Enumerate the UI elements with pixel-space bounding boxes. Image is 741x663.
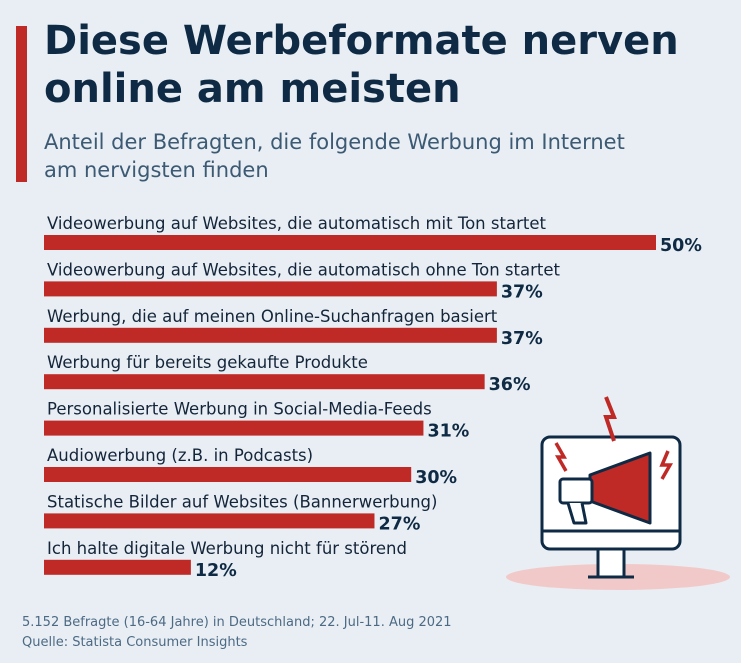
value-label: 27% [378, 514, 420, 534]
bar [44, 327, 497, 343]
category-label: Werbung für bereits gekaufte Produkte [47, 353, 368, 372]
category-label: Videowerbung auf Websites, die automatis… [47, 214, 546, 233]
bar [44, 281, 497, 297]
chart-title: Diese Werbeformate nerven online am meis… [44, 18, 679, 112]
bar [44, 513, 375, 529]
value-label: 30% [415, 468, 457, 488]
category-label: Personalisierte Werbung in Social-Media-… [47, 400, 432, 419]
category-label: Ich halte digitale Werbung nicht für stö… [47, 539, 407, 558]
category-label: Videowerbung auf Websites, die automatis… [47, 260, 561, 279]
bar [44, 467, 412, 482]
footer-note: 5.152 Befragte (16-64 Jahre) in Deutschl… [22, 615, 452, 630]
value-label: 31% [427, 422, 469, 442]
value-label: 12% [195, 561, 237, 581]
category-label: Statische Bilder auf Websites (Bannerwer… [47, 492, 437, 511]
bar [44, 374, 485, 390]
bar [44, 420, 424, 436]
bar [44, 559, 191, 575]
footer-source: Quelle: Statista Consumer Insights [22, 635, 248, 650]
category-label: Audiowerbung (z.B. in Podcasts) [47, 446, 313, 465]
value-label: 36% [489, 375, 531, 395]
accent-bar [16, 26, 27, 182]
bar [44, 235, 656, 250]
value-label: 37% [501, 282, 543, 302]
footer: 5.152 Befragte (16-64 Jahre) in Deutschl… [22, 613, 452, 653]
megaphone-monitor-icon [500, 395, 730, 595]
value-label: 50% [660, 236, 702, 256]
category-label: Werbung, die auf meinen Online-Suchanfra… [47, 307, 498, 326]
chart-subtitle: Anteil der Befragten, die folgende Werbu… [44, 130, 625, 182]
value-label: 37% [501, 329, 543, 349]
